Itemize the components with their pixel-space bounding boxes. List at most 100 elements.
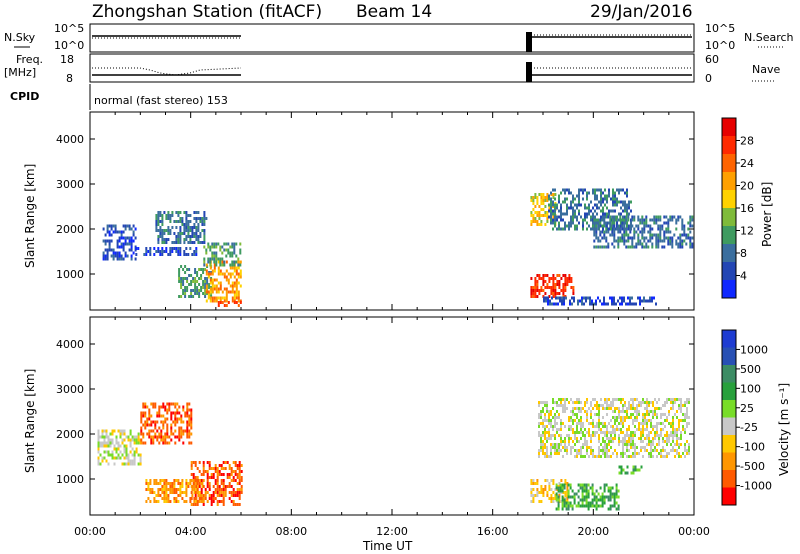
data-cell	[564, 410, 566, 413]
data-cell	[550, 497, 553, 500]
data-cell	[600, 209, 602, 213]
data-cell	[202, 494, 205, 497]
data-cell	[198, 268, 201, 271]
data-cell	[603, 221, 606, 225]
data-cell	[613, 492, 616, 496]
data-cell	[552, 416, 554, 419]
data-cell	[566, 197, 568, 201]
data-cell	[668, 422, 670, 425]
data-cell	[177, 250, 180, 253]
colorbar-tick-label: 100	[740, 382, 761, 395]
data-cell	[548, 277, 551, 280]
data-cell	[172, 411, 175, 415]
data-cell	[215, 257, 218, 261]
data-cell	[604, 407, 606, 410]
data-cell	[109, 432, 112, 436]
data-cell	[557, 501, 560, 505]
data-cell	[237, 257, 240, 261]
data-cell	[99, 453, 102, 457]
data-cell	[534, 283, 537, 286]
data-cell	[540, 214, 543, 217]
data-cell	[179, 226, 182, 229]
data-cell	[613, 302, 615, 306]
data-cell	[666, 401, 668, 404]
data-cell	[566, 482, 569, 485]
data-cell	[614, 431, 616, 434]
data-cell	[194, 277, 197, 280]
data-cell	[566, 407, 568, 410]
data-cell	[568, 277, 571, 280]
data-cell	[671, 236, 674, 240]
data-cell	[556, 443, 558, 446]
data-cell	[568, 419, 570, 422]
nave-label: Nave	[752, 63, 780, 76]
data-cell	[588, 407, 590, 410]
data-cell	[607, 489, 610, 493]
data-cell	[213, 299, 216, 303]
data-cell	[615, 215, 618, 219]
data-cell	[622, 468, 625, 472]
data-cell	[544, 443, 546, 446]
data-cell	[552, 398, 554, 401]
data-cell	[603, 215, 606, 219]
data-cell	[195, 232, 198, 235]
data-cell	[192, 277, 195, 280]
data-cell	[173, 247, 176, 250]
data-cell	[652, 413, 654, 416]
data-cell	[558, 224, 560, 228]
data-cell	[546, 440, 548, 443]
data-cell	[120, 242, 123, 246]
data-cell	[208, 476, 211, 479]
data-cell	[592, 452, 594, 455]
data-cell	[222, 500, 225, 503]
data-cell	[206, 461, 209, 464]
data-cell	[185, 223, 188, 226]
data-cell	[565, 504, 568, 508]
data-cell	[192, 479, 195, 482]
nave-tick-bottom: 0	[705, 72, 712, 85]
data-cell	[655, 236, 658, 240]
data-cell	[194, 289, 197, 292]
data-cell	[658, 407, 660, 410]
data-cell	[204, 488, 207, 491]
data-cell	[614, 437, 616, 440]
data-cell	[617, 236, 620, 240]
data-cell	[202, 503, 205, 506]
data-cell	[554, 488, 557, 491]
data-cell	[678, 428, 680, 431]
data-cell	[101, 444, 104, 448]
data-cell	[158, 408, 161, 412]
data-cell	[683, 239, 686, 243]
data-cell	[564, 443, 566, 446]
data-cell	[550, 443, 552, 446]
data-cell	[151, 488, 154, 491]
data-cell	[540, 491, 543, 494]
colorbar-swatch	[722, 226, 736, 245]
data-cell	[546, 425, 548, 428]
data-cell	[144, 420, 147, 424]
data-cell	[584, 410, 586, 413]
data-cell	[562, 398, 564, 401]
data-cell	[236, 476, 239, 479]
data-cell	[212, 485, 215, 488]
data-cell	[552, 277, 555, 280]
data-cell	[184, 289, 187, 292]
data-cell	[592, 212, 594, 216]
data-cell	[631, 245, 634, 249]
data-cell	[626, 194, 628, 198]
data-cell	[568, 437, 570, 440]
data-cell	[178, 432, 181, 436]
data-cell	[684, 446, 686, 449]
data-cell	[203, 217, 206, 220]
data-cell	[566, 446, 568, 449]
data-cell	[153, 253, 156, 256]
data-cell	[550, 425, 552, 428]
data-cell	[629, 302, 631, 306]
data-cell	[601, 224, 604, 228]
data-cell	[555, 483, 558, 487]
data-cell	[613, 236, 616, 240]
data-cell	[233, 263, 236, 267]
data-cell	[563, 299, 565, 303]
data-cell	[641, 242, 644, 246]
data-cell	[572, 419, 574, 422]
